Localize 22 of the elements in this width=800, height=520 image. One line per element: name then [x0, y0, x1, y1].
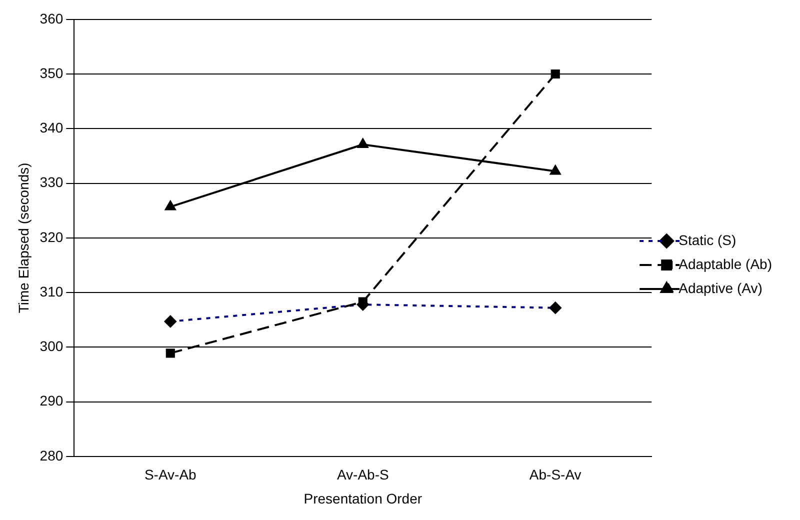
y-tick-label: 320: [40, 228, 64, 245]
point: [166, 348, 175, 358]
legend-label: Adaptive (Av): [678, 280, 762, 296]
y-axis-title: Time Elapsed (seconds): [15, 162, 32, 314]
point: [550, 165, 561, 175]
y-tick-label: 350: [40, 64, 64, 81]
y-tick-label: 310: [40, 283, 64, 300]
point: [358, 138, 368, 148]
legend-label: Adaptable (Ab): [678, 256, 772, 272]
point: [358, 297, 368, 306]
y-tick-label: 360: [40, 10, 64, 26]
y-tick-label: 340: [40, 120, 64, 136]
y-tick-label: 330: [40, 174, 64, 190]
y-tick-label: 280: [40, 447, 64, 464]
legend-label: Static (S): [678, 232, 736, 248]
y-tick-label: 300: [40, 338, 64, 354]
x-axis-title: Presentation Order: [304, 490, 422, 506]
x-tick-label: S-Av-Ab: [144, 466, 197, 483]
x-tick-label: Ab-S-Av: [529, 466, 582, 483]
x-tick-label: Av-Ab-S: [336, 466, 389, 483]
point: [165, 200, 176, 210]
y-tick-label: 290: [40, 392, 64, 409]
